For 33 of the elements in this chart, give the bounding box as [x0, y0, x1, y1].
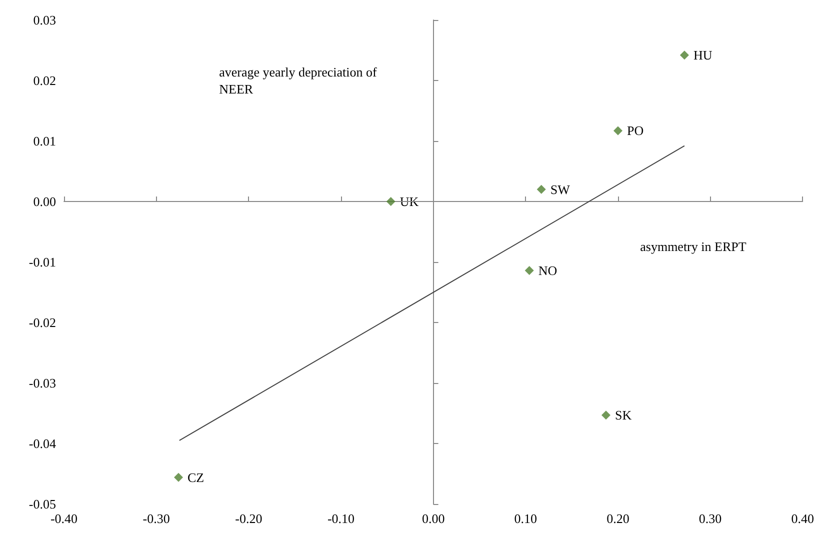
y-tick-label: -0.04: [28, 436, 56, 451]
y-tick-label: -0.05: [28, 496, 56, 512]
annotation: SW: [550, 182, 571, 197]
y-tick-label: 0.03: [33, 12, 56, 28]
annotation: SK: [614, 408, 632, 423]
x-tick-label: 0.10: [514, 511, 538, 526]
x-tick-label: -0.40: [50, 511, 78, 526]
x-tick-label: 0.30: [698, 511, 722, 526]
x-tick-label: 0.40: [791, 511, 814, 526]
y-tick-label: -0.02: [28, 315, 56, 330]
x-tick-label: -0.30: [142, 511, 170, 526]
x-tick-label: -0.10: [327, 511, 355, 526]
point: [613, 126, 622, 136]
x-tick-label: 0.00: [422, 511, 445, 526]
point: [536, 184, 546, 194]
point: [386, 197, 396, 206]
y-tick-label: -0.01: [28, 254, 56, 270]
annotation: CZ: [187, 470, 204, 485]
x-tick-label: -0.20: [235, 511, 262, 526]
y-tick-label: 0.01: [33, 134, 56, 148]
point: [524, 266, 534, 275]
y-tick-label: 0.00: [33, 194, 56, 209]
point: [680, 50, 689, 60]
x-axis-title: asymmetry in ERPT: [640, 239, 746, 254]
annotation: PO: [626, 123, 644, 138]
y-tick-label: 0.02: [33, 73, 56, 88]
point: [174, 472, 183, 482]
annotation: NO: [538, 262, 558, 278]
y-axis-title: average yearly depreciation of NEER: [219, 64, 380, 97]
x-tick-label: 0.20: [606, 511, 630, 526]
y-tick-label: -0.03: [28, 376, 56, 390]
point: [601, 410, 610, 420]
annotation: HU: [693, 48, 713, 63]
